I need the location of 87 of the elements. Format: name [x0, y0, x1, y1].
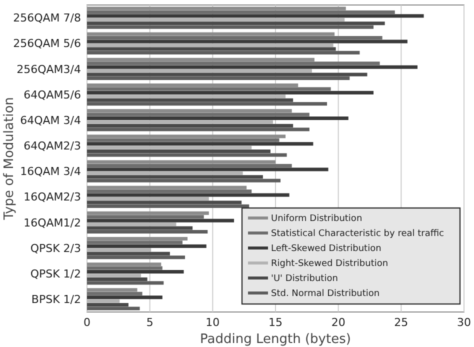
bar — [87, 94, 286, 98]
x-axis-title: Padding Length (bytes) — [200, 332, 351, 347]
bar — [87, 124, 294, 128]
x-tick-label: 5 — [146, 316, 154, 329]
bar — [87, 292, 142, 296]
bar — [87, 90, 374, 94]
bar — [87, 204, 250, 208]
bar — [87, 281, 164, 285]
bar — [87, 200, 242, 204]
bar — [87, 102, 328, 106]
bar — [87, 164, 292, 168]
y-tick-label: 64QAM 3/4 — [20, 114, 81, 127]
bar — [87, 190, 252, 194]
bar — [87, 150, 270, 154]
y-tick-label: 16QAM 3/4 — [20, 165, 81, 178]
bar — [87, 40, 408, 44]
bar — [87, 175, 263, 179]
bar — [87, 116, 348, 120]
y-tick-label: 64QAM2/3 — [24, 140, 81, 153]
bar — [87, 270, 184, 274]
bar — [87, 171, 243, 175]
bar — [87, 222, 176, 226]
bar — [87, 10, 395, 14]
legend-label: Right-Skewed Distribution — [271, 259, 388, 270]
y-tick-label: QPSK 2/3 — [30, 242, 81, 255]
bar — [87, 303, 128, 307]
bar — [87, 87, 331, 91]
bar — [87, 226, 193, 230]
bar — [87, 14, 424, 18]
bar — [87, 50, 360, 54]
bar — [87, 72, 368, 76]
bar — [87, 18, 345, 22]
bar — [87, 142, 314, 146]
x-tick-label: 15 — [268, 316, 282, 329]
bar — [87, 277, 148, 281]
bar — [87, 248, 152, 252]
y-tick-label: 16QAM1/2 — [24, 216, 81, 230]
legend-label: 'U' Distribution — [271, 274, 338, 284]
bar — [87, 153, 287, 157]
y-tick-label: 256QAM 7/8 — [13, 12, 81, 25]
x-tick-label: 25 — [394, 316, 408, 329]
x-tick-label: 10 — [206, 316, 220, 329]
x-tick-label: 20 — [331, 316, 346, 329]
y-tick-label: 256QAM 5/6 — [13, 37, 81, 50]
y-tick-label: QPSK 1/2 — [30, 267, 81, 280]
bar — [87, 120, 273, 124]
bar — [87, 252, 170, 256]
bar — [87, 196, 209, 201]
bar — [87, 168, 328, 172]
x-tick-label: 30 — [457, 316, 471, 329]
bar — [87, 296, 162, 300]
bar — [87, 240, 183, 244]
bar — [87, 36, 382, 40]
bar — [87, 146, 252, 150]
y-tick-label: 16QAM2/3 — [24, 190, 81, 204]
bar — [87, 62, 380, 66]
bar — [87, 256, 186, 260]
bar — [87, 128, 310, 132]
x-tick-label: 0 — [84, 316, 90, 329]
bar — [87, 43, 334, 48]
bar — [87, 193, 290, 197]
legend-label: Std. Normal Distribution — [271, 289, 380, 300]
bar — [87, 230, 208, 234]
legend-label: Left-Skewed Distribution — [271, 244, 382, 254]
y-tick-label: 64QAM5/6 — [24, 88, 81, 102]
y-tick-label: BPSK 1/2 — [31, 293, 81, 306]
bar — [87, 299, 120, 303]
bar — [87, 218, 234, 222]
bar — [87, 215, 204, 219]
bar — [87, 274, 142, 278]
bar — [87, 138, 280, 142]
bar — [87, 76, 350, 80]
y-axis-title: Type of Modulation — [2, 97, 17, 221]
bar — [87, 65, 418, 69]
y-tick-label: 256QAM3/4 — [16, 62, 81, 76]
legend-label: Uniform Distribution — [271, 214, 362, 224]
bar — [87, 244, 206, 248]
bar — [87, 112, 310, 116]
legend-label: Statistical Characteristic by real traffic — [271, 229, 444, 240]
bar — [87, 266, 162, 270]
bar — [87, 47, 336, 51]
bar — [87, 22, 385, 26]
bar — [87, 306, 140, 310]
bar — [87, 98, 294, 102]
bar — [87, 25, 374, 29]
bar — [87, 69, 312, 73]
bar — [87, 178, 281, 182]
